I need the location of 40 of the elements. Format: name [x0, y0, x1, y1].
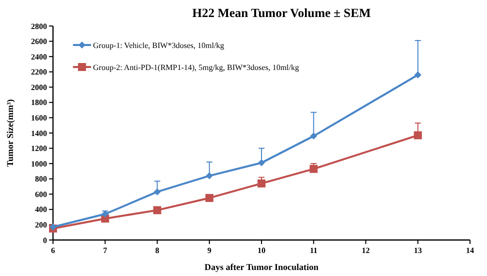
- y-tick-label: 1400: [31, 128, 47, 138]
- x-tick-label: 11: [310, 246, 318, 255]
- point: [102, 210, 109, 218]
- x-tick-label: 13: [414, 246, 422, 255]
- y-tick-label: 2800: [31, 22, 47, 31]
- point: [154, 188, 161, 196]
- y-tick-label: 200: [35, 220, 47, 230]
- x-tick-label: 12: [362, 246, 370, 255]
- point: [205, 194, 214, 202]
- point: [206, 172, 213, 180]
- point: [310, 132, 318, 140]
- y-tick-label: 1200: [31, 144, 47, 154]
- y-tick-label: 2400: [31, 52, 47, 62]
- point: [310, 164, 318, 173]
- y-axis-title: Tumor Size(mm³): [5, 99, 15, 167]
- x-tick-label: 14: [466, 246, 474, 255]
- x-tick-label: 10: [258, 246, 266, 255]
- y-tick-label: 600: [35, 190, 47, 199]
- y-tick-label: 2000: [31, 82, 47, 92]
- x-axis-title: Days after Tumor Inoculation: [204, 262, 318, 272]
- legend-label: Group-2: Anti-PD-1(RMP1-14), 5mg/kg, BIW*3doses, 10ml/kg: [93, 62, 299, 72]
- legend-label: Group-1: Vehicle, BIW*3doses, 10ml/kg: [93, 40, 224, 50]
- x-tick-label: 8: [155, 246, 160, 255]
- y-tick-label: 1000: [31, 159, 47, 168]
- y-tick-label: 2600: [31, 37, 47, 46]
- y-tick-label: 800: [35, 174, 47, 184]
- point: [414, 71, 422, 78]
- x-tick-label: 6: [51, 246, 55, 255]
- point: [258, 179, 266, 188]
- chart-title: H22 Mean Tumor Volume ± SEM: [192, 6, 371, 20]
- y-tick-label: 1600: [31, 114, 47, 123]
- x-tick-label: 7: [103, 246, 108, 255]
- point: [153, 206, 162, 214]
- y-tick-label: 0: [43, 236, 47, 245]
- x-tick-label: 9: [207, 246, 212, 255]
- point: [258, 159, 265, 166]
- y-tick-label: 400: [35, 205, 47, 214]
- point: [414, 131, 422, 140]
- y-tick-label: 2200: [31, 68, 47, 77]
- y-tick-label: 1800: [31, 98, 47, 108]
